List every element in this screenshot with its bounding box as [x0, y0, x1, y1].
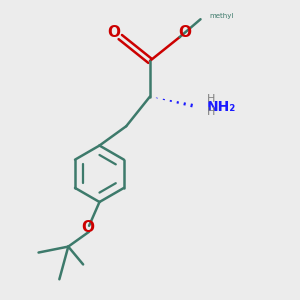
Text: H: H: [206, 107, 215, 117]
Text: methyl: methyl: [209, 13, 234, 19]
Text: NH₂: NH₂: [206, 100, 236, 114]
Text: H: H: [206, 94, 215, 104]
Text: O: O: [81, 220, 94, 235]
Text: O: O: [178, 25, 192, 40]
Text: O: O: [107, 25, 120, 40]
